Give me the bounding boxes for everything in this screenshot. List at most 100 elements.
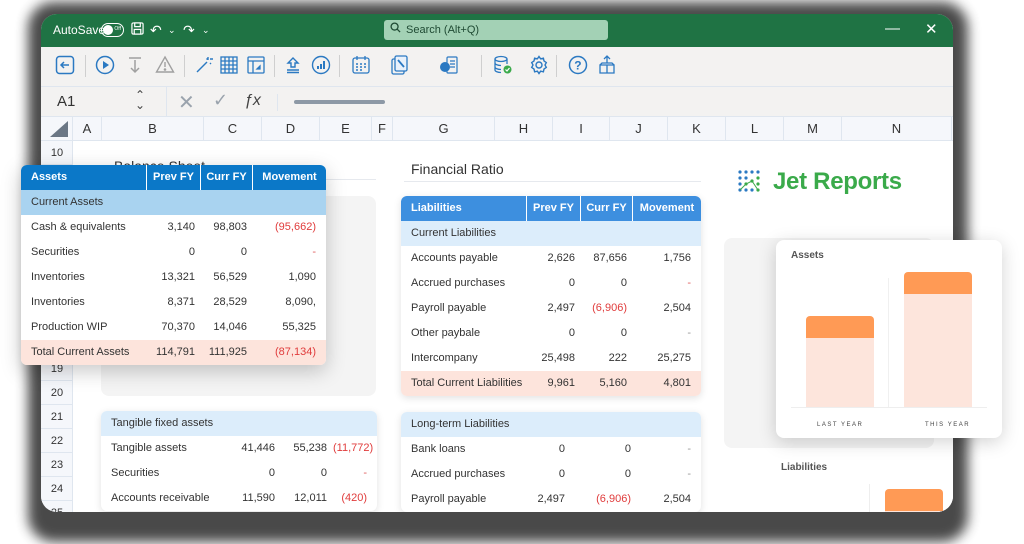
header-movement[interactable]: Movement: [262, 171, 317, 183]
table-row[interactable]: Payroll payable 2,497 (6,906) 2,504: [401, 296, 701, 321]
table-row[interactable]: Production WIP 70,370 14,046 55,325: [21, 315, 326, 340]
curr-fy-value: 87,656: [593, 252, 627, 264]
header-curr-fy[interactable]: Curr FY: [201, 165, 253, 190]
column-header[interactable]: D: [262, 117, 320, 141]
row-header[interactable]: 20: [41, 381, 73, 405]
column-header[interactable]: B: [102, 117, 204, 141]
prev-fy-value: 2,626: [547, 252, 575, 264]
run-icon[interactable]: [94, 54, 116, 76]
download-icon[interactable]: [124, 54, 146, 76]
table-row[interactable]: Accounts payable 2,626 87,656 1,756: [401, 246, 701, 271]
table-row[interactable]: Cash & equivalents 3,140 98,803 (95,662): [21, 215, 326, 240]
magic-wand-icon[interactable]: [193, 54, 215, 76]
row-label: Accrued purchases: [411, 468, 506, 480]
table-row[interactable]: Payroll payable 2,497 (6,906) 2,504: [401, 487, 701, 512]
upload-icon[interactable]: [282, 54, 304, 76]
movement-value: -: [687, 277, 691, 289]
total-row[interactable]: Total Current Liabilities 9,961 5,160 4,…: [401, 371, 701, 396]
column-header[interactable]: F: [372, 117, 393, 141]
name-box-stepper-icon[interactable]: ⌃ ⌄: [135, 88, 146, 112]
header-assets[interactable]: Assets: [21, 165, 147, 190]
table-row[interactable]: Intercompany 25,498 222 25,275: [401, 346, 701, 371]
undo-dropdown-icon[interactable]: ⌄: [168, 25, 176, 35]
autosave-toggle[interactable]: Off: [101, 23, 124, 37]
table-row[interactable]: Tangible assets 41,446 55,238 (11,772): [101, 436, 377, 461]
column-header[interactable]: M: [784, 117, 842, 141]
package-icon[interactable]: [596, 54, 618, 76]
function-icon[interactable]: ƒx: [244, 92, 261, 109]
column-header[interactable]: K: [668, 117, 726, 141]
row-header[interactable]: 10: [41, 141, 73, 165]
column-header[interactable]: G: [393, 117, 495, 141]
select-all-button[interactable]: [41, 117, 73, 141]
close-button[interactable]: ✕: [925, 21, 938, 38]
cancel-icon[interactable]: ✕: [178, 92, 195, 114]
warning-icon[interactable]: [154, 54, 176, 76]
ribbon-toolbar: W ?: [41, 47, 953, 87]
database-check-icon[interactable]: [492, 54, 514, 76]
table-row[interactable]: Other paybale 0 0 -: [401, 321, 701, 346]
minimize-button[interactable]: —: [885, 20, 900, 37]
column-header[interactable]: C: [204, 117, 262, 141]
formula-input[interactable]: [294, 100, 385, 104]
word-export-icon[interactable]: W: [438, 54, 460, 76]
bar-this-year: [904, 272, 972, 408]
header-curr-fy[interactable]: Curr FY: [581, 196, 633, 221]
row-header[interactable]: 25: [41, 501, 73, 512]
grid-icon[interactable]: [218, 54, 240, 76]
column-header[interactable]: L: [726, 117, 784, 141]
table-header: Liabilities Prev FY Curr FY Movement: [401, 196, 701, 221]
table-row[interactable]: Accounts receivable 11,590 12,011 (420): [101, 486, 377, 511]
confirm-icon[interactable]: ✓: [213, 90, 229, 110]
group-row: Current Liabilities: [401, 221, 701, 246]
table-row[interactable]: Accrued purchases 0 0 -: [401, 462, 701, 487]
jet-reports-logo-icon: [738, 170, 760, 192]
table-row[interactable]: Bank loans 0 0 -: [401, 437, 701, 462]
row-header[interactable]: 22: [41, 429, 73, 453]
help-icon[interactable]: ?: [567, 54, 589, 76]
table-link-icon[interactable]: [245, 54, 267, 76]
row-header[interactable]: 24: [41, 477, 73, 501]
table-row[interactable]: Securities 0 0 -: [21, 240, 326, 265]
column-header[interactable]: H: [495, 117, 553, 141]
settings-icon[interactable]: [528, 54, 550, 76]
calendar-icon[interactable]: [350, 54, 372, 76]
curr-fy-value: 12,011: [294, 492, 327, 504]
column-header[interactable]: A: [73, 117, 102, 141]
undo-icon[interactable]: ↶: [150, 22, 162, 38]
header-liabilities[interactable]: Liabilities: [401, 196, 527, 221]
row-label: Accrued purchases: [411, 277, 506, 289]
total-row[interactable]: Total Current Assets 114,791 111,925 (87…: [21, 340, 326, 365]
title-divider: [404, 181, 701, 182]
column-header[interactable]: J: [610, 117, 668, 141]
row-header[interactable]: 19: [41, 357, 73, 381]
row-header[interactable]: 21: [41, 405, 73, 429]
table-row[interactable]: Inventories 13,321 56,529 1,090: [21, 265, 326, 290]
documents-icon[interactable]: [389, 54, 411, 76]
curr-fy-value: 28,529: [213, 296, 247, 308]
table-row[interactable]: Inventories 8,371 28,529 8,090,: [21, 290, 326, 315]
liabilities-table: Liabilities Prev FY Curr FY Movement Cur…: [401, 196, 701, 396]
row-label: Securities: [111, 467, 160, 479]
redo-icon[interactable]: ↷: [183, 22, 195, 38]
header-prev-fy[interactable]: Prev FY: [147, 165, 201, 190]
row-label: Accounts payable: [411, 252, 498, 264]
search-box[interactable]: Search (Alt+Q): [384, 20, 608, 40]
column-header[interactable]: I: [553, 117, 610, 141]
table-row[interactable]: Accrued purchases 0 0 -: [401, 271, 701, 296]
column-header[interactable]: E: [320, 117, 372, 141]
curr-fy-value: 0: [624, 468, 631, 480]
chart-circle-icon[interactable]: [310, 54, 332, 76]
back-icon[interactable]: [54, 54, 76, 76]
header-prev-fy[interactable]: Prev FY: [527, 196, 581, 221]
row-header[interactable]: 23: [41, 453, 73, 477]
header-movement[interactable]: Movement: [639, 202, 695, 214]
save-icon[interactable]: [131, 22, 144, 38]
name-box[interactable]: A1: [57, 93, 76, 110]
row-label: Payroll payable: [411, 302, 487, 314]
curr-fy-value: 0: [320, 467, 327, 479]
column-header[interactable]: N: [842, 117, 952, 141]
movement-value: -: [687, 468, 691, 480]
redo-dropdown-icon[interactable]: ⌄: [202, 25, 210, 35]
table-row[interactable]: Securities 0 0 -: [101, 461, 377, 486]
